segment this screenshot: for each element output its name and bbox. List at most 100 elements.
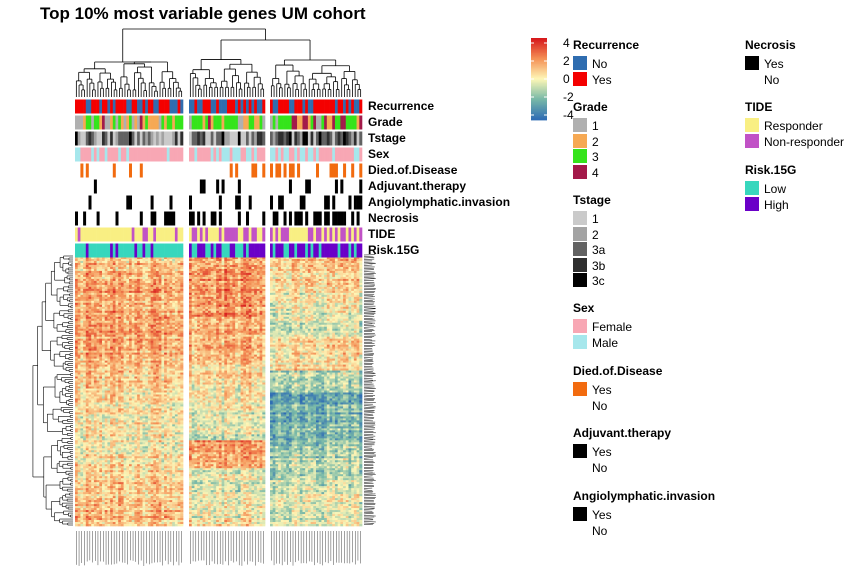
heatmap-cell <box>161 468 165 471</box>
heatmap-cell <box>83 382 87 385</box>
heatmap-cell <box>164 484 168 487</box>
heatmap-cell <box>166 476 170 479</box>
heatmap-cell <box>153 488 157 491</box>
heatmap-cell <box>85 348 89 351</box>
heatmap-cell <box>123 368 127 371</box>
heatmap-cell <box>145 298 149 302</box>
heatmap-cell <box>83 444 87 447</box>
heatmap-cell <box>172 292 176 296</box>
heatmap-cell <box>85 458 89 461</box>
heatmap-cell <box>142 338 146 342</box>
heatmap-cell <box>153 372 157 375</box>
heatmap-cell <box>153 446 157 449</box>
heatmap-cell <box>85 362 89 365</box>
heatmap-cell <box>150 370 154 373</box>
heatmap-cell <box>110 458 114 461</box>
heatmap-cell <box>102 286 106 290</box>
heatmap-cell <box>145 426 149 429</box>
heatmap-cell <box>153 396 157 399</box>
heatmap-cell <box>158 434 162 437</box>
heatmap-cell <box>150 466 154 469</box>
heatmap-cell <box>137 278 141 282</box>
heatmap-cell <box>115 296 119 300</box>
heatmap-cell <box>131 430 135 433</box>
heatmap-cell <box>174 394 178 397</box>
heatmap-cell <box>172 468 176 471</box>
heatmap-cell <box>169 488 173 491</box>
heatmap-cell <box>123 438 127 441</box>
heatmap-cell <box>166 456 170 459</box>
heatmap-cell <box>104 346 108 349</box>
heatmap-cell <box>99 402 103 405</box>
heatmap-cell <box>99 440 103 443</box>
heatmap-cell <box>88 314 92 318</box>
heatmap-cell <box>126 430 130 433</box>
heatmap-cell <box>123 396 127 399</box>
heatmap-cell <box>158 424 162 427</box>
heatmap-cell <box>129 276 133 280</box>
heatmap-cell <box>161 290 165 294</box>
heatmap-cell <box>174 280 178 284</box>
heatmap-cell <box>112 280 116 284</box>
heatmap-cell <box>99 468 103 471</box>
heatmap-cell <box>91 310 95 314</box>
heatmap-cell <box>120 278 124 282</box>
heatmap-cell <box>134 284 138 288</box>
heatmap-cell <box>147 486 151 489</box>
heatmap-cell <box>169 368 173 371</box>
heatmap-cell <box>75 438 79 441</box>
heatmap-cell <box>112 268 116 272</box>
heatmap-cell <box>83 300 87 304</box>
heatmap-cell <box>158 332 162 336</box>
heatmap-cell <box>83 322 87 326</box>
heatmap-cell <box>145 312 149 316</box>
heatmap-cell <box>115 494 119 497</box>
heatmap-cell <box>75 322 79 326</box>
heatmap-cell <box>115 336 119 340</box>
heatmap-cell <box>96 286 100 290</box>
heatmap-cell <box>161 478 165 481</box>
heatmap-cell <box>85 286 89 290</box>
heatmap-cell <box>85 400 89 403</box>
heatmap-cell <box>120 424 124 427</box>
heatmap-cell <box>156 446 160 449</box>
heatmap-cell <box>123 290 127 294</box>
heatmap-cell <box>145 490 149 493</box>
heatmap-cell <box>85 294 89 298</box>
heatmap-cell <box>172 370 176 373</box>
heatmap-cell <box>110 412 114 415</box>
heatmap-cell <box>161 316 165 320</box>
heatmap-cell <box>123 274 127 278</box>
heatmap-cell <box>161 456 165 459</box>
heatmap-cell <box>172 438 176 441</box>
heatmap-cell <box>164 280 168 284</box>
heatmap-cell <box>91 326 95 330</box>
heatmap-cell <box>107 430 111 433</box>
heatmap-cell <box>153 322 157 326</box>
heatmap-cell <box>177 464 181 467</box>
heatmap-cell <box>75 260 79 264</box>
heatmap-cell <box>150 322 154 326</box>
heatmap-cell <box>85 396 89 399</box>
heatmap-cell <box>166 490 170 493</box>
heatmap-cell <box>123 464 127 467</box>
heatmap-cell <box>129 408 133 411</box>
heatmap-cell <box>180 494 184 497</box>
heatmap-cell <box>96 262 100 266</box>
heatmap-cell <box>83 332 87 336</box>
heatmap-cell <box>85 298 89 302</box>
heatmap-cell <box>137 430 141 433</box>
heatmap-cell <box>93 388 97 391</box>
heatmap-cell <box>102 474 106 477</box>
heatmap-cell <box>75 490 79 493</box>
heatmap-cell <box>139 324 143 328</box>
heatmap-cell <box>153 412 157 415</box>
heatmap-cell <box>158 490 162 493</box>
heatmap-cell <box>107 390 111 393</box>
heatmap-cell <box>110 438 114 441</box>
heatmap-cell <box>99 282 103 286</box>
heatmap-cell <box>166 438 170 441</box>
heatmap-cell <box>126 464 130 467</box>
heatmap-cell <box>85 354 89 357</box>
heatmap-cell <box>131 434 135 437</box>
